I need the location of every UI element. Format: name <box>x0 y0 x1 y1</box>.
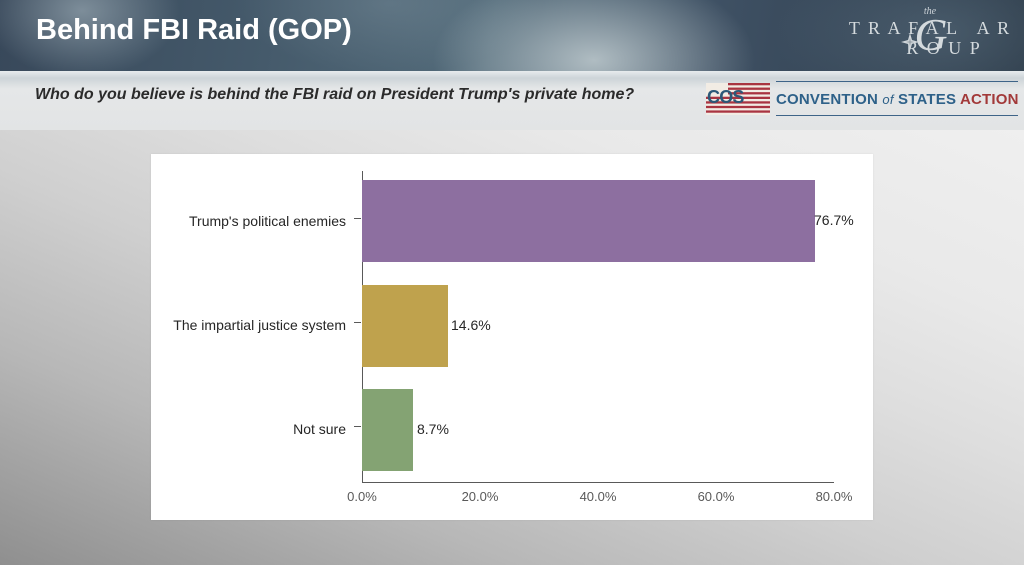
svg-text:G: G <box>914 9 947 60</box>
svg-text:COS: COS <box>707 87 744 107</box>
